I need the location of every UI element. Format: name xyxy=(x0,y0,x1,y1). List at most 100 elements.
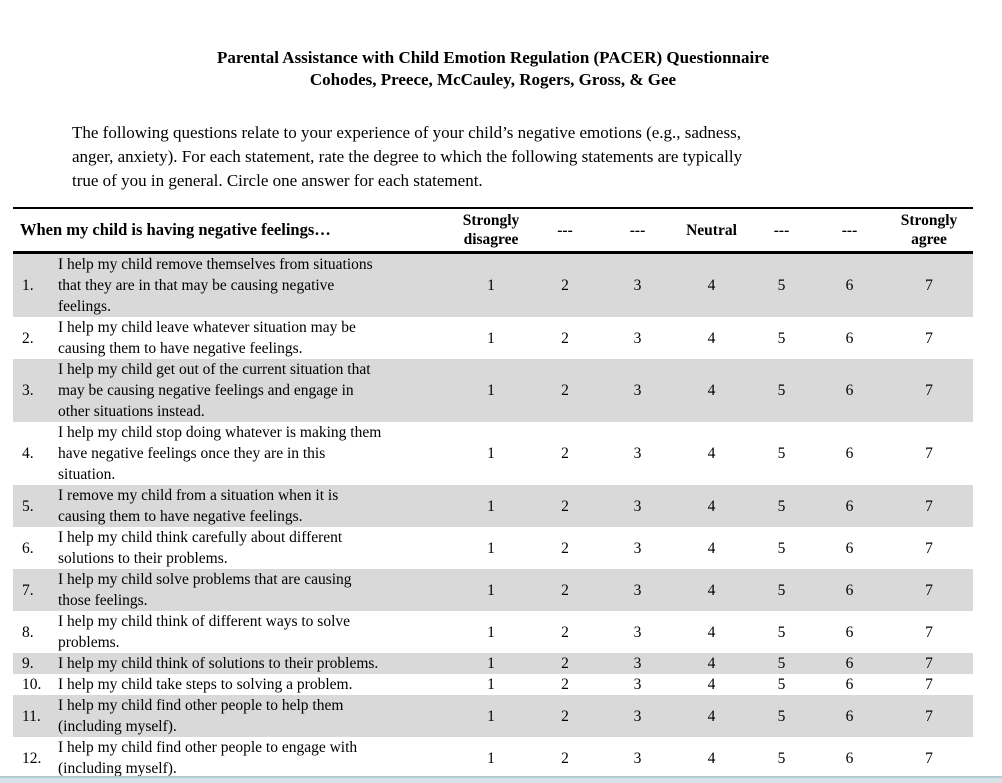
rating-option: 3 xyxy=(633,445,642,462)
item-number: 4. xyxy=(22,445,34,462)
item-statement: I help my child think of different ways … xyxy=(58,613,351,651)
rating-option: 4 xyxy=(707,623,716,641)
item-number: 2. xyxy=(22,329,34,347)
rating-option: 3 xyxy=(633,329,642,347)
rating-option: 5 xyxy=(777,749,786,767)
rating-option: 7 xyxy=(925,382,933,399)
rating-option: 1 xyxy=(487,382,495,399)
item-number: 1. xyxy=(22,277,34,294)
rating-option: 1 xyxy=(487,277,495,294)
rating-option: 4 xyxy=(707,382,716,399)
questionnaire-row: 11. I help my child find other people to … xyxy=(13,695,973,737)
document-title: Parental Assistance with Child Emotion R… xyxy=(216,48,770,67)
rating-option: 5 xyxy=(777,382,786,399)
rating-option: 7 xyxy=(925,655,933,672)
rating-option: 4 xyxy=(707,707,716,725)
rating-option: 3 xyxy=(633,676,642,693)
rating-option: 6 xyxy=(845,277,854,294)
rating-option: 5 xyxy=(777,539,786,557)
rating-option: 6 xyxy=(845,329,854,347)
rating-option: 2 xyxy=(561,623,569,641)
rating-option: 5 xyxy=(777,581,786,599)
rating-option: 2 xyxy=(561,581,569,599)
rating-option: 5 xyxy=(777,329,786,347)
rating-option: 1 xyxy=(487,655,495,672)
rating-option: 7 xyxy=(925,581,933,599)
rating-option: 1 xyxy=(487,581,495,599)
rating-option: 7 xyxy=(925,749,933,767)
rating-option: 7 xyxy=(925,539,933,557)
rating-option: 1 xyxy=(487,445,495,462)
questionnaire-row: 6. I help my child think carefully about … xyxy=(13,527,973,569)
rating-option: 4 xyxy=(707,445,716,462)
instructions-line: true of you in general. Circle one answe… xyxy=(72,171,483,190)
rating-option: 3 xyxy=(633,497,642,515)
item-statement: I help my child take steps to solving a … xyxy=(58,676,353,693)
rating-option: 2 xyxy=(561,655,569,672)
rating-option: 1 xyxy=(487,497,495,515)
item-statement: I help my child solve problems that are … xyxy=(58,571,352,609)
item-number: 10. xyxy=(22,676,42,693)
rating-option: 5 xyxy=(777,445,786,462)
item-number: 7. xyxy=(22,581,34,599)
rating-option: 6 xyxy=(845,749,854,767)
rating-option: 5 xyxy=(777,676,786,693)
rating-option: 1 xyxy=(487,329,495,347)
rating-option: 2 xyxy=(561,749,569,767)
rating-option: 7 xyxy=(925,497,933,515)
rating-option: 6 xyxy=(845,539,854,557)
rating-option: 4 xyxy=(707,329,716,347)
rating-option: 2 xyxy=(561,707,569,725)
rating-option: 2 xyxy=(561,329,569,347)
instructions-line: The following questions relate to your e… xyxy=(72,123,741,142)
scale-header-strongly-agree: Strongly agree xyxy=(885,208,973,254)
item-statement: I help my child think of solutions to th… xyxy=(58,655,379,672)
questionnaire-row: 10. I help my child take steps to solving… xyxy=(13,674,973,695)
rating-option: 2 xyxy=(561,497,569,515)
rating-option: 5 xyxy=(777,623,786,641)
questionnaire-row: 9. I help my child think of solutions to … xyxy=(13,653,973,674)
rating-option: 4 xyxy=(707,581,716,599)
rating-option: 3 xyxy=(633,707,642,725)
rating-option: 7 xyxy=(925,623,933,641)
item-statement: I help my child find other people to hel… xyxy=(58,697,344,735)
scale-header-dash: --- xyxy=(529,208,601,254)
item-number: 9. xyxy=(22,655,34,672)
table-header-row: When my child is having negative feeling… xyxy=(13,208,973,254)
rating-option: 7 xyxy=(925,329,933,347)
rating-option: 4 xyxy=(707,655,716,672)
instructions: The following questions relate to your e… xyxy=(72,121,1002,193)
questionnaire-row: 4. I help my child stop doing whatever is… xyxy=(13,422,973,485)
rating-option: 5 xyxy=(777,707,786,725)
rating-option: 7 xyxy=(925,707,933,725)
scale-header-neutral: Neutral xyxy=(674,208,749,254)
rating-option: 3 xyxy=(633,581,642,599)
rating-option: 3 xyxy=(633,749,642,767)
rating-option: 2 xyxy=(561,277,569,294)
item-number: 6. xyxy=(22,539,34,557)
document-authors: Cohodes, Preece, McCauley, Rogers, Gross… xyxy=(309,70,677,89)
item-statement: I remove my child from a situation when … xyxy=(58,487,339,525)
rating-option: 3 xyxy=(633,539,642,557)
questionnaire-row: 3. I help my child get out of the current… xyxy=(13,359,973,422)
stem-header: When my child is having negative feeling… xyxy=(13,208,453,254)
rating-option: 7 xyxy=(925,277,933,294)
rating-option: 3 xyxy=(633,655,642,672)
rating-option: 3 xyxy=(633,623,642,641)
document-header: Parental Assistance with Child Emotion R… xyxy=(13,0,973,91)
rating-option: 1 xyxy=(487,676,495,693)
rating-option: 1 xyxy=(487,707,495,725)
rating-option: 4 xyxy=(707,749,716,767)
item-statement: I help my child get out of the current s… xyxy=(58,361,371,420)
rating-option: 5 xyxy=(777,277,786,294)
scale-header-dash: --- xyxy=(749,208,814,254)
rating-option: 2 xyxy=(561,382,569,399)
rating-option: 2 xyxy=(561,445,569,462)
item-statement: I help my child find other people to eng… xyxy=(58,739,358,777)
item-number: 12. xyxy=(22,749,42,767)
item-statement: I help my child think carefully about di… xyxy=(58,529,343,567)
pacer-table: When my child is having negative feeling… xyxy=(13,207,973,779)
rating-option: 4 xyxy=(707,497,716,515)
rating-option: 2 xyxy=(561,539,569,557)
